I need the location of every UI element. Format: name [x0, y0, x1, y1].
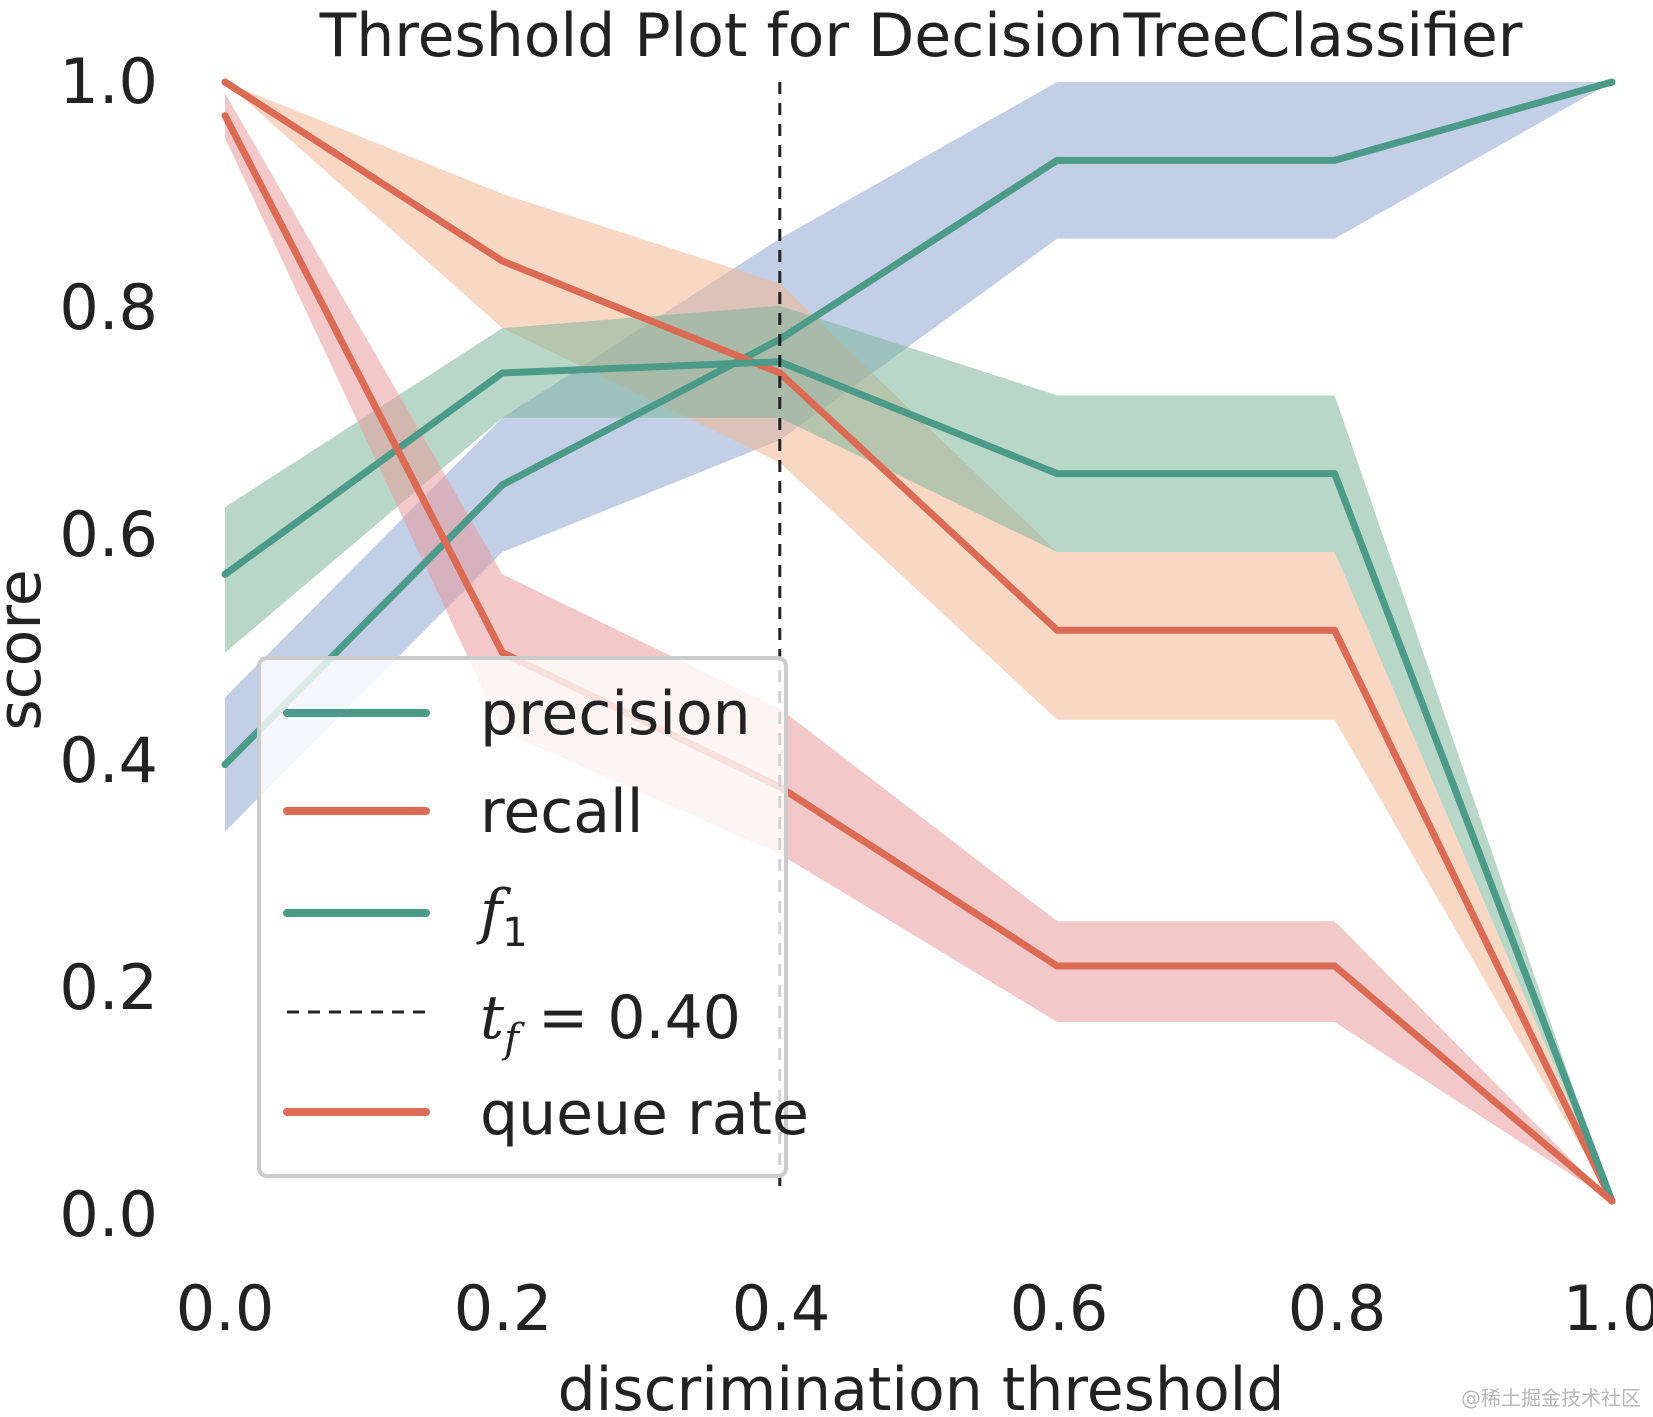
band-f1: [225, 305, 1612, 1201]
point-queue-rate: [1053, 962, 1061, 970]
chart-title: Threshold Plot for DecisionTreeClassifie…: [319, 1, 1523, 71]
point-queue-rate: [1608, 1197, 1616, 1205]
point-precision: [221, 761, 229, 769]
y-tick-label: 0.8: [59, 271, 158, 344]
point-precision: [1608, 78, 1616, 86]
x-axis-ticks: 0.0 0.2 0.4 0.6 0.8 1.0: [176, 1272, 1653, 1345]
legend-box: [257, 656, 788, 1178]
band-precision: [225, 82, 1612, 832]
legend-threshold-base: t: [480, 983, 505, 1053]
point-precision: [1331, 156, 1339, 164]
point-recall: [776, 369, 784, 377]
confidence-bands: [225, 82, 1612, 1202]
legend-threshold-eq: = 0.40: [519, 983, 741, 1053]
line-f1: [222, 358, 1616, 1203]
point-queue-rate: [1331, 962, 1339, 970]
line-recall: [223, 79, 1616, 1203]
x-tick-label: 0.6: [1010, 1272, 1109, 1345]
y-tick-label: 0.4: [59, 724, 158, 797]
x-axis-label: discrimination threshold: [558, 1355, 1285, 1417]
x-tick-label: 0.0: [176, 1272, 275, 1345]
point-recall: [498, 257, 506, 265]
y-axis-ticks: 0.0 0.2 0.4 0.6 0.8 1.0: [59, 45, 158, 1251]
x-tick-label: 0.8: [1288, 1272, 1387, 1345]
legend-label-f1: f1: [476, 877, 528, 956]
point-queue-rate: [498, 649, 506, 657]
point-f1: [1053, 470, 1061, 478]
y-tick-label: 0.6: [59, 498, 158, 571]
legend-label-threshold: tf = 0.40: [480, 983, 741, 1062]
point-queue-rate: [221, 112, 229, 120]
point-f1: [1331, 470, 1339, 478]
series-lines: [221, 78, 1616, 1205]
y-tick-label: 0.0: [59, 1178, 158, 1251]
y-tick-label: 0.2: [59, 951, 158, 1024]
line-queue-rate: [221, 113, 1615, 1204]
x-tick-label: 0.4: [732, 1272, 831, 1345]
point-recall: [1053, 626, 1061, 634]
point-precision: [1053, 156, 1061, 164]
point-recall: [221, 78, 229, 86]
point-f1: [498, 369, 506, 377]
point-recall: [1331, 626, 1339, 634]
legend-label-precision: precision: [480, 679, 751, 749]
x-tick-label: 1.0: [1563, 1272, 1653, 1345]
legend: precision recall f1 tf = 0.40 queue rate: [257, 656, 809, 1178]
line-precision: [222, 78, 1613, 768]
legend-label-queue-rate: queue rate: [480, 1079, 809, 1149]
x-tick-label: 0.2: [454, 1272, 553, 1345]
point-precision: [498, 481, 506, 489]
watermark: @稀土掘金技术社区: [1461, 1386, 1641, 1410]
y-tick-label: 1.0: [59, 45, 158, 118]
band-queue-rate: [225, 93, 1612, 1202]
point-f1: [221, 570, 229, 578]
legend-label-recall: recall: [480, 777, 643, 847]
y-axis-label: score: [0, 569, 55, 730]
legend-f1-sub: 1: [502, 910, 527, 956]
